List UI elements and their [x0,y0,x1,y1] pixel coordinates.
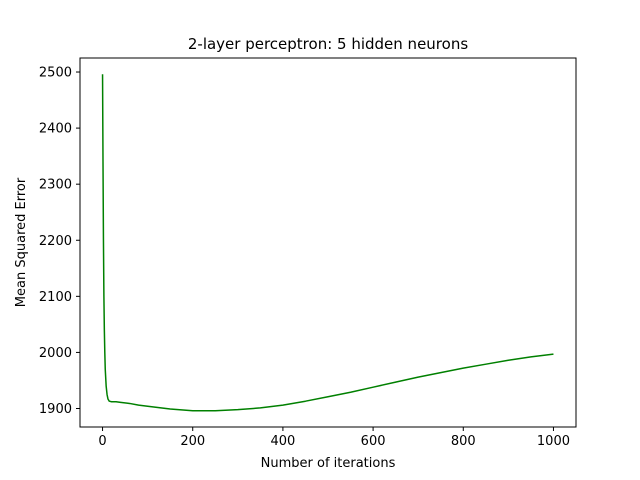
x-tick-label: 600 [361,434,386,449]
y-tick-label: 2500 [39,66,72,81]
y-tick-label: 2200 [39,234,72,249]
y-axis-label: Mean Squared Error [14,177,29,307]
y-tick-label: 1900 [39,402,72,417]
y-tick-label: 2300 [39,178,72,193]
y-tick-label: 2000 [39,346,72,361]
plot-area-frame [79,57,577,428]
x-tick-label: 1000 [537,434,570,449]
series-line [101,74,554,412]
x-tick-label: 0 [98,434,106,449]
y-tick-label: 2400 [39,122,72,137]
x-axis-ticks: 0 200 400 600 800 1000 [98,427,570,449]
x-tick-label: 400 [270,434,295,449]
x-tick-label: 800 [451,434,476,449]
y-tick-label: 2100 [39,290,72,305]
y-axis-ticks: 1900 2000 2100 2200 2300 2400 2500 [39,66,80,417]
x-tick-label: 200 [180,434,205,449]
x-axis-label: Number of iterations [261,456,396,471]
chart-title: 2-layer perceptron: 5 hidden neurons [188,35,468,53]
